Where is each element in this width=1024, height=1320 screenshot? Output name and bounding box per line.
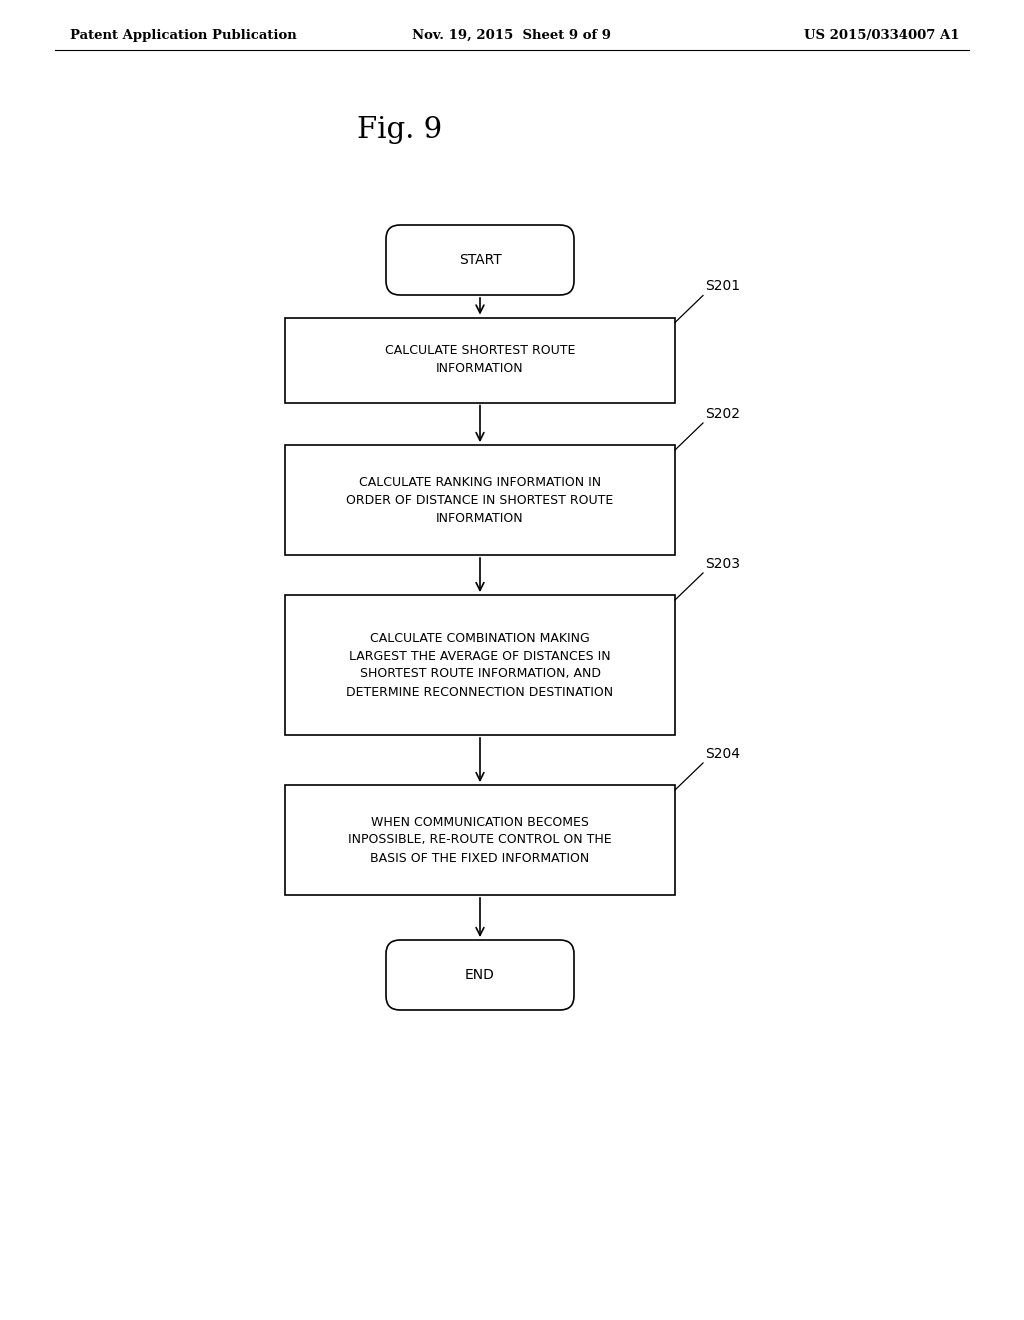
Bar (285, 785, 675, 895)
Text: Nov. 19, 2015  Sheet 9 of 9: Nov. 19, 2015 Sheet 9 of 9 (413, 29, 611, 41)
Text: CALCULATE SHORTEST ROUTE
INFORMATION: CALCULATE SHORTEST ROUTE INFORMATION (385, 345, 575, 375)
Text: Patent Application Publication: Patent Application Publication (70, 29, 297, 41)
Bar (285, 318, 675, 403)
Text: US 2015/0334007 A1: US 2015/0334007 A1 (805, 29, 961, 41)
Text: S203: S203 (705, 557, 740, 572)
Text: WHEN COMMUNICATION BECOMES
INPOSSIBLE, RE-ROUTE CONTROL ON THE
BASIS OF THE FIXE: WHEN COMMUNICATION BECOMES INPOSSIBLE, R… (348, 816, 611, 865)
Text: S201: S201 (705, 280, 740, 293)
Text: CALCULATE COMBINATION MAKING
LARGEST THE AVERAGE OF DISTANCES IN
SHORTEST ROUTE : CALCULATE COMBINATION MAKING LARGEST THE… (346, 631, 613, 698)
Text: S202: S202 (705, 407, 740, 421)
Bar (285, 595, 675, 735)
Bar (285, 445, 675, 554)
FancyBboxPatch shape (386, 940, 574, 1010)
Text: CALCULATE RANKING INFORMATION IN
ORDER OF DISTANCE IN SHORTEST ROUTE
INFORMATION: CALCULATE RANKING INFORMATION IN ORDER O… (346, 475, 613, 524)
FancyBboxPatch shape (386, 224, 574, 294)
Text: Fig. 9: Fig. 9 (357, 116, 442, 144)
Text: START: START (459, 253, 502, 267)
Text: S204: S204 (705, 747, 740, 762)
Text: END: END (465, 968, 495, 982)
